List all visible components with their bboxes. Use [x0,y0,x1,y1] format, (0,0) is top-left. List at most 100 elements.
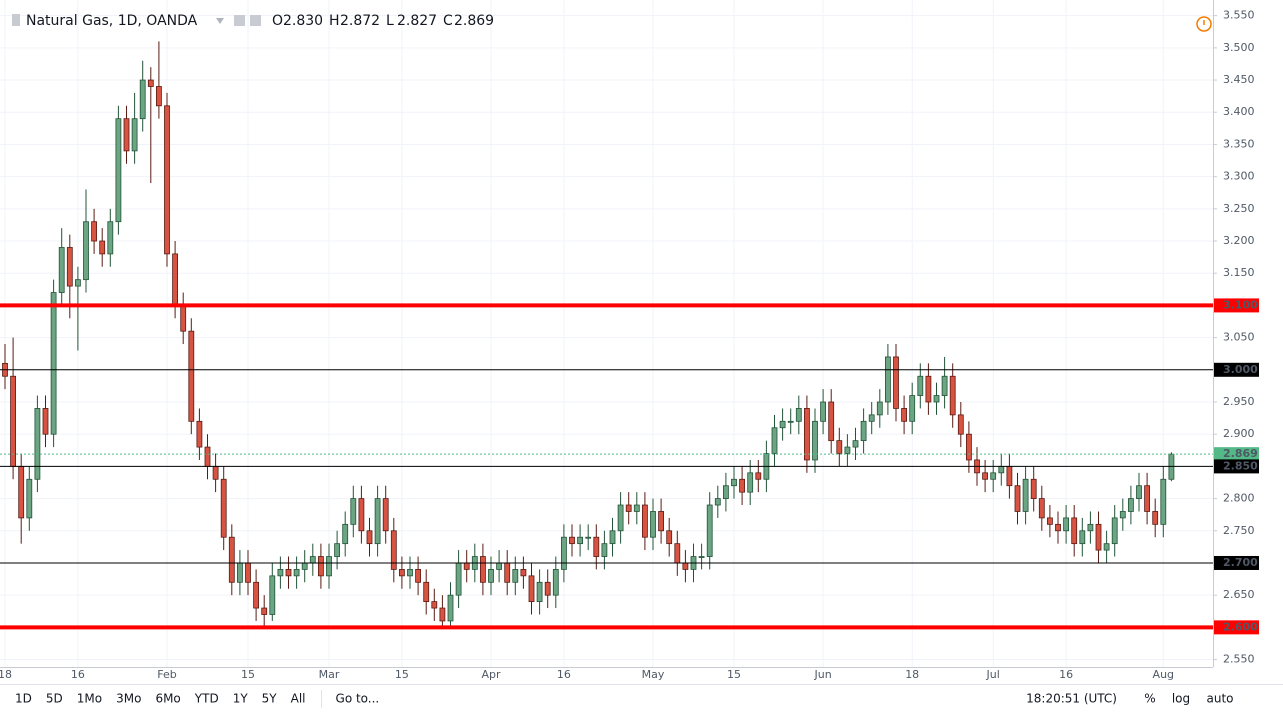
ohlc-value: 2.830 [283,13,323,29]
candle-body [569,536,575,545]
candle-body [982,472,988,480]
candle-body [479,556,486,583]
ohlc-key: C [443,13,453,29]
range-button[interactable]: 1D [15,692,32,706]
legend-header: Natural Gas, 1D, OANDA O 2.830 H 2.872 L 2.82… [12,13,494,29]
range-button[interactable]: 1Y [233,692,249,706]
x-tick-label: 18 [0,668,12,681]
candle-body [164,105,170,255]
candle-body [431,601,438,609]
y-tick-label: 3.150 [1223,266,1255,279]
candle-body [779,420,786,429]
range-button[interactable]: YTD [194,692,219,706]
candle-body [261,607,268,615]
symbol-title: Natural Gas, 1D, OANDA [26,13,198,29]
candle-body [966,433,972,461]
y-tick-label: 3.450 [1223,73,1255,86]
marks [0,41,1213,630]
price-label: 3.000 [1223,363,1258,376]
candle-body [463,562,470,570]
x-tick-label: 15 [241,668,255,681]
range-button[interactable]: 5Y [262,692,278,706]
price-label-box [1214,620,1259,635]
candle-body [1063,517,1069,532]
price-label-box [1214,555,1259,570]
candle-body [99,240,106,255]
candle-body [1144,485,1150,512]
y-tick-label: 2.750 [1223,524,1255,537]
candle-body [860,420,867,442]
scale-button[interactable]: log [1172,692,1190,706]
candle-body [642,504,648,538]
scale-button[interactable]: % [1144,692,1155,706]
settings-icon[interactable] [234,15,245,26]
axis: 2.550 2.600 2.650 2.700 2.750 2.800 2.850 2.900… [0,9,1259,681]
y-tick-label: 3.550 [1223,9,1255,22]
candle-body [455,562,462,596]
candle-body [544,581,551,596]
range-button[interactable]: 1Mo [77,692,102,706]
candle-body [836,440,843,454]
y-tick-label: 3.350 [1223,137,1255,150]
candle-body [795,408,802,422]
candle-body [528,575,535,603]
collapse-icon[interactable] [12,14,20,26]
goto-button[interactable]: Go to... [336,692,380,706]
price-label: 2.869 [1223,447,1258,460]
price-label-box [1214,459,1259,474]
candle-body [901,408,907,422]
clock: 18:20:51 (UTC) [1026,692,1117,706]
candle-body [34,408,41,480]
price-label: 2.600 [1223,620,1258,633]
ohlc-key: L [386,13,394,29]
candle-body [820,401,826,422]
range-button[interactable]: All [291,692,306,706]
candle-body [172,253,179,306]
range-button[interactable]: 3Mo [116,692,141,706]
candle-body [147,79,154,87]
x-tick-label: Aug [1153,668,1174,681]
x-tick-label: 15 [395,668,409,681]
candle-body [755,472,762,480]
candle-body [293,569,300,577]
y-tick-label: 2.950 [1223,395,1255,408]
candle-body [617,504,624,532]
candle-body [1030,478,1037,499]
x-tick-label: 15 [727,668,741,681]
candle-body [552,569,559,596]
price-label: 2.700 [1223,556,1258,569]
candle-body [407,569,413,577]
price-label: 3.100 [1223,298,1258,311]
candle-body [180,305,187,332]
range-button[interactable]: 6Mo [155,692,180,706]
candle-body [536,581,543,603]
scale-button[interactable]: auto [1206,692,1233,706]
candle-body [957,414,964,435]
candle-body [512,569,519,583]
candle-body [285,569,292,577]
range-button[interactable]: 5D [46,692,63,706]
candle-body [398,569,405,577]
ohlc-value: 2.827 [397,13,437,29]
candle-body [220,478,227,538]
candle-body [1160,478,1167,525]
candle-body [1014,485,1021,512]
y-tick-label: 2.650 [1223,588,1255,601]
candle-body [625,504,632,512]
hide-icon[interactable] [250,15,261,26]
candle-body [706,504,713,557]
ohlc-key: H [329,13,340,29]
candle-body [10,375,17,467]
candle-body [917,375,924,396]
candle-body [1047,517,1053,525]
candle-body [998,465,1005,474]
candle-body [609,530,616,545]
alert-icon[interactable] [1196,16,1212,32]
y-tick-label: 2.550 [1223,653,1255,666]
candle-body [852,440,859,448]
candle-body [91,221,97,242]
dropdown-icon[interactable] [216,18,224,24]
candle-body [309,556,316,564]
price-label-box [1214,447,1259,462]
